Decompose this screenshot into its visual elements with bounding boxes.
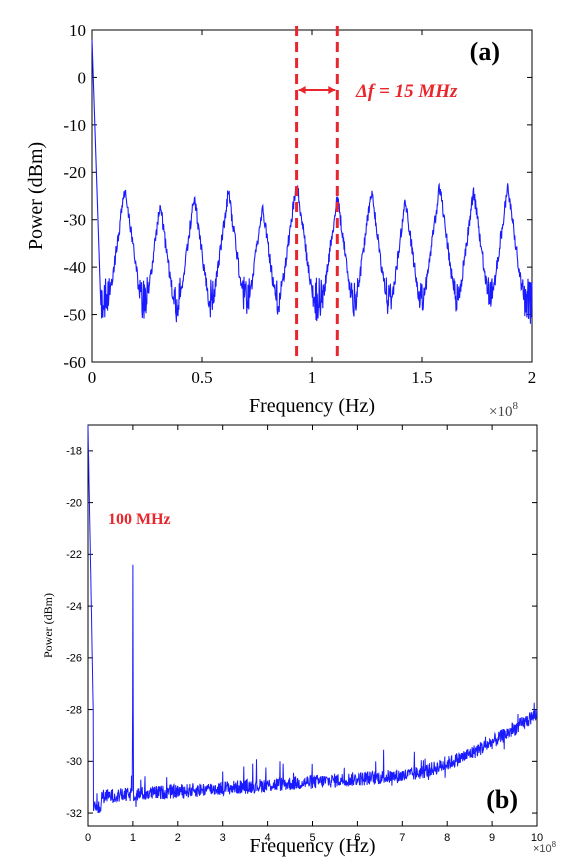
x-tick-label: 1.5 [411, 368, 432, 387]
y-tick-label: -22 [66, 549, 82, 561]
annotation-a: Δf = 15 MHz [295, 26, 458, 362]
panel-b: -18 -20 -22 -24 -26 -28 -30 -32 0 1 2 3 4 5 6 7 8 9 10 10… [41, 424, 557, 857]
x-tick-label: 2 [528, 368, 537, 387]
x-tick-label: 8 [444, 832, 450, 844]
x-tick-label: 0 [85, 832, 91, 844]
x-ticks-b: 0 1 2 3 4 5 6 7 8 9 10 [85, 425, 543, 844]
delta-arrow-head-left [298, 86, 306, 94]
y-tick-label: 0 [78, 68, 87, 87]
y-ticks-a: 10 0 -10 -20 -30 -40 -50 -60 [63, 21, 532, 372]
y-tick-label: -20 [66, 497, 82, 509]
x-tick-label: 0 [88, 368, 97, 387]
y-tick-label: -20 [63, 163, 86, 182]
delta-label: Δf = 15 MHz [355, 81, 458, 102]
series-line-b [87, 424, 538, 814]
x-tick-label: 7 [399, 832, 405, 844]
y-tick-label: -28 [66, 704, 82, 716]
x-axis-label-a: Frequency (Hz) [249, 395, 375, 417]
x-multiplier-a: ×108 [489, 400, 518, 420]
y-tick-label: -40 [63, 258, 86, 277]
y-axis-label-b: Power (dBm) [41, 593, 55, 658]
panel-label-a: (a) [470, 37, 500, 66]
x-tick-label: 10 [531, 832, 543, 844]
y-axis-label-a: Power (dBm) [25, 142, 47, 250]
y-tick-label: -50 [63, 306, 86, 325]
x-tick-label: 3 [220, 832, 226, 844]
y-tick-label: 10 [69, 21, 86, 40]
x-multiplier-base-a: ×10 [489, 404, 512, 420]
y-tick-label: -18 [66, 446, 82, 458]
x-axis-label-b: Frequency (Hz) [249, 835, 375, 857]
y-tick-label: -10 [63, 116, 86, 135]
x-multiplier-base-b: ×10 [533, 843, 552, 855]
series-line-a [91, 39, 533, 324]
y-tick-label: -30 [66, 756, 82, 768]
x-ticks-a: 0 0.5 1 1.5 2 [88, 30, 537, 387]
y-tick-label: -60 [63, 353, 86, 372]
delta-arrow-head-right [328, 86, 336, 94]
x-tick-label: 0.5 [191, 368, 212, 387]
x-tick-label: 4 [265, 832, 271, 844]
x-tick-label: 5 [309, 832, 315, 844]
y-ticks-b: -18 -20 -22 -24 -26 -28 -30 -32 [66, 446, 537, 820]
x-tick-label: 1 [308, 368, 317, 387]
x-tick-label: 2 [175, 832, 181, 844]
y-tick-label: -30 [63, 211, 86, 230]
x-tick-label: 9 [489, 832, 495, 844]
y-tick-label: -32 [66, 808, 82, 820]
y-tick-label: -26 [66, 653, 82, 665]
x-tick-label: 1 [130, 832, 136, 844]
x-multiplier-exp-b: 8 [552, 840, 557, 849]
panel-label-b: (b) [486, 785, 518, 814]
x-multiplier-exp-a: 8 [512, 400, 518, 412]
x-tick-label: 6 [354, 832, 360, 844]
panel-a: 10 0 -10 -20 -30 -40 -50 -60 0 0.5 1 1.5 2 Δf = 15 … [25, 21, 536, 420]
annotation-b: 100 MHz [108, 511, 171, 528]
x-multiplier-b: ×108 [533, 840, 557, 855]
plot-frame-a [91, 29, 533, 363]
y-tick-label: -24 [66, 601, 82, 613]
